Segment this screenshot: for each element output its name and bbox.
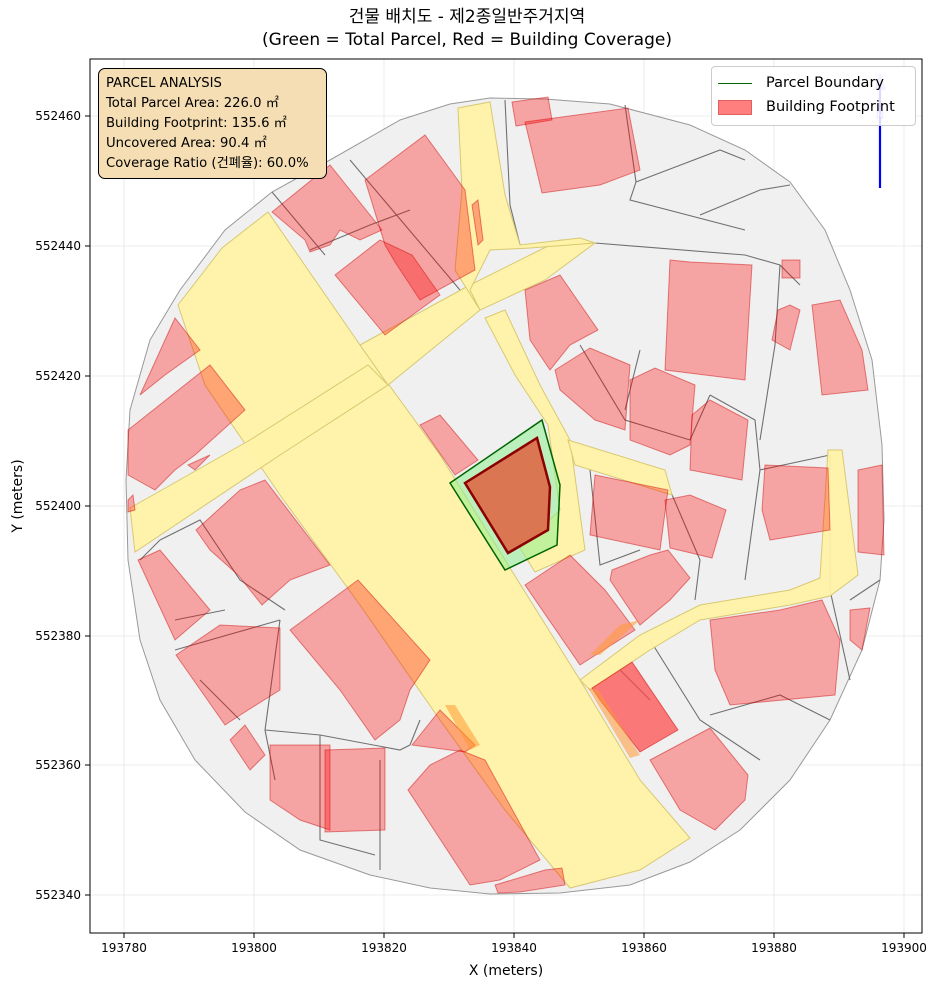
- info-heading: PARCEL ANALYSIS: [106, 76, 222, 91]
- building: [771, 304, 801, 351]
- building: [511, 96, 553, 127]
- y-tick-labels: 552340 552360 552380 552400 552420 55244…: [35, 109, 81, 902]
- y-tick-label: 552440: [35, 239, 81, 253]
- building: [127, 364, 246, 491]
- upper-diagonal-road: [359, 239, 597, 386]
- building: [229, 724, 266, 771]
- building: [271, 164, 383, 253]
- info-coverage: Coverage Ratio (건폐율): 60.0%: [106, 156, 309, 171]
- building: [689, 399, 749, 481]
- title-line-1: 건물 배치도 - 제2종일반주거지역: [348, 7, 586, 27]
- info-uncovered: Uncovered Area: 90.4 ㎡: [106, 136, 267, 151]
- building: [364, 134, 476, 301]
- axes-frame: [89, 58, 923, 934]
- building: [419, 414, 479, 476]
- legend-label-building: Building Footprint: [766, 99, 895, 115]
- building: [269, 744, 331, 831]
- x-axis-label: X (meters): [469, 963, 543, 979]
- x-tick-label: 193780: [101, 941, 147, 955]
- x-tick-label: 193840: [491, 941, 537, 955]
- building: [127, 493, 136, 513]
- y-tick-label: 552340: [35, 888, 81, 902]
- y-tick-label: 552460: [35, 109, 81, 123]
- building: [589, 474, 669, 551]
- building: [187, 454, 211, 471]
- parcel-analysis-box: PARCEL ANALYSIS Total Parcel Area: 226.0…: [98, 68, 327, 179]
- x-tick-label: 193900: [881, 941, 927, 955]
- building: [175, 624, 281, 726]
- building: [554, 347, 631, 431]
- buildings: [127, 96, 885, 894]
- legend-item-parcel: Parcel Boundary: [718, 72, 884, 94]
- left-diagonal-road: [129, 364, 389, 553]
- overlap-strips: [445, 620, 640, 758]
- info-total-area: Total Parcel Area: 226.0 ㎡: [106, 96, 279, 111]
- x-tick-label: 193800: [231, 941, 277, 955]
- y-tick-label: 552400: [35, 499, 81, 513]
- info-footprint: Building Footprint: 135.6 ㎡: [106, 116, 287, 131]
- title-line-2: (Green = Total Parcel, Red = Building Co…: [262, 30, 672, 50]
- building: [289, 579, 431, 741]
- building: [195, 479, 331, 606]
- x-tick-label: 193820: [361, 941, 407, 955]
- building: [857, 464, 885, 556]
- target-building-footprint: [463, 436, 552, 555]
- legend-label-parcel: Parcel Boundary: [766, 75, 884, 91]
- legend-item-building: Building Footprint: [718, 96, 895, 118]
- parcel-line-swatch: [718, 82, 752, 84]
- building: [334, 239, 441, 336]
- x-tick-label: 193880: [751, 941, 797, 955]
- lot-boundaries: [139, 99, 881, 870]
- east-west-road: [567, 439, 673, 496]
- building: [761, 464, 831, 541]
- building: [137, 549, 211, 641]
- building: [324, 747, 386, 833]
- building: [494, 867, 566, 894]
- building: [849, 607, 871, 651]
- axis-ticks: [85, 115, 905, 938]
- building: [649, 727, 749, 831]
- building: [139, 317, 201, 396]
- legend: Parcel Boundary Building Footprint: [711, 66, 916, 126]
- y-tick-label: 552380: [35, 629, 81, 643]
- building-patch-swatch: [718, 99, 752, 115]
- building: [629, 367, 696, 456]
- building: [811, 299, 869, 396]
- building: [471, 199, 484, 247]
- building: [709, 599, 841, 706]
- roads: [129, 101, 859, 889]
- building: [664, 494, 727, 559]
- x-tick-labels: 193780 193800 193820 193840 193860 19388…: [101, 941, 927, 955]
- lower-east-road: [579, 449, 859, 691]
- y-tick-label: 552360: [35, 758, 81, 772]
- inner-road: [484, 309, 586, 573]
- building: [524, 107, 641, 194]
- vertical-road: [454, 101, 596, 311]
- y-tick-label: 552420: [35, 369, 81, 383]
- x-tick-label: 193860: [621, 941, 667, 955]
- main-diagonal-road: [177, 211, 691, 889]
- building: [781, 259, 801, 279]
- building: [664, 259, 753, 381]
- building: [609, 549, 691, 626]
- building: [407, 749, 541, 886]
- y-axis-label: Y (meters): [10, 459, 26, 533]
- building: [524, 274, 599, 371]
- chart-title: 건물 배치도 - 제2종일반주거지역 (Green = Total Parcel…: [0, 6, 934, 52]
